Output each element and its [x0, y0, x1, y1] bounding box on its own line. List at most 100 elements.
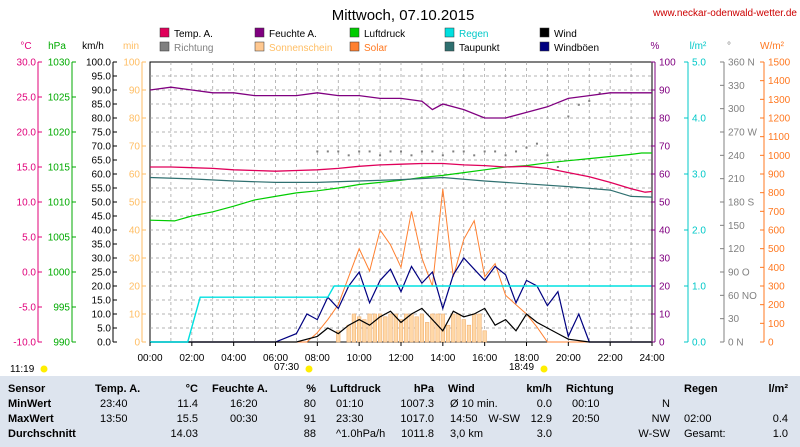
series-layer: [149, 86, 653, 343]
x-tick-label: 02:00: [179, 353, 204, 364]
legend-item: Sonnenschein: [254, 41, 332, 54]
tick-label-solar: 1200: [768, 114, 791, 125]
x-tick-label: 14:00: [430, 353, 455, 364]
tick-label-direction: 60 NO: [728, 291, 757, 302]
tick-label-direction: 120: [728, 244, 745, 255]
legend-item: Windböen: [539, 41, 599, 54]
stats-durchschnitt-r_val: 1.0: [772, 428, 788, 440]
direction-point: [598, 92, 601, 95]
direction-point: [400, 150, 402, 153]
stats-durchschnitt-p_time: ^1.0hPa/h: [336, 428, 386, 440]
sunshine-bar: [466, 324, 472, 343]
sunshine-bar: [425, 322, 430, 343]
legend-item: Taupunkt: [444, 41, 500, 54]
stats-maxwert-w_val: 12.9: [530, 413, 552, 425]
tick-label-wind: 40.0: [92, 226, 112, 237]
direction-point: [588, 99, 591, 102]
series-solar: [150, 188, 652, 343]
day-length: 11:19: [10, 364, 35, 375]
direction-point: [347, 154, 350, 157]
stats-maxwert-r_time: 02:00: [684, 413, 712, 425]
tick-label-solar: 800: [768, 188, 785, 199]
tick-label-sun: 100: [123, 58, 140, 69]
sunshine-bar: [430, 313, 435, 343]
tick-label-pressure: 1010: [48, 198, 71, 209]
tick-label-pressure: 995: [53, 303, 70, 314]
sunshine-bar: [435, 313, 440, 343]
tick-label-wind: 100.0: [86, 58, 111, 69]
stats-maxwert-h_time: 00:30: [230, 413, 258, 425]
stats-maxwert-t_time: 13:50: [100, 413, 128, 425]
tick-label-temp: -5.0: [19, 303, 37, 314]
tick-label-humidity: 30: [659, 254, 671, 265]
tick-label-temp: 15.0: [17, 163, 37, 174]
direction-point: [316, 150, 319, 153]
tick-label-solar: 200: [768, 300, 785, 311]
stats-header-hum: Feuchte A.: [212, 383, 268, 395]
tick-label-temp: -10.0: [13, 338, 36, 349]
sunshine-bar: [372, 313, 377, 343]
tick-label-sun: 90: [129, 86, 141, 97]
x-tick-label: 10:00: [347, 353, 372, 364]
unit-pressure: hPa: [48, 41, 66, 52]
stats-durchschnitt-w_time: 3,0 km: [450, 428, 484, 440]
tick-label-pressure: 1015: [48, 163, 71, 174]
stats-minwert-p_val: 1007.3: [400, 398, 434, 410]
tick-label-direction: 270 W: [728, 128, 757, 139]
legend-swatch: [444, 27, 455, 38]
stats-minwert-h_time: 16:20: [230, 398, 258, 410]
tick-label-rain: 4.0: [692, 114, 706, 125]
stats-header-press_unit: hPa: [413, 383, 434, 395]
legend-item: Richtung: [159, 41, 213, 54]
unit-wind: km/h: [82, 41, 104, 52]
legend-item: Wind: [539, 27, 577, 40]
stats-durchschnitt-p_val: 1011.8: [401, 428, 434, 440]
x-tick-label: 06:00: [263, 353, 288, 364]
direction-point: [431, 150, 434, 153]
tick-label-wind: 15.0: [92, 296, 112, 307]
sunshine-bar: [388, 313, 393, 343]
stats-header-temp_unit: °C: [185, 383, 198, 395]
tick-label-temp: 0.0: [22, 268, 36, 279]
tick-label-humidity: 90: [659, 86, 671, 97]
direction-point: [473, 154, 476, 157]
series-wind: [150, 307, 652, 343]
direction-point: [389, 150, 392, 153]
legend-label: Taupunkt: [459, 43, 500, 54]
tick-label-wind: 90.0: [92, 86, 112, 97]
statistics-table: Sensor Temp. A. °C Feuchte A.% Luftdruck hPa W…: [0, 376, 800, 447]
legend-label: Regen: [459, 29, 488, 40]
tick-label-pressure: 1030: [48, 58, 71, 69]
sunset-time: 18:49: [509, 362, 534, 373]
tick-label-temp: 25.0: [17, 93, 37, 104]
stats-maxwert-d_time: 20:50: [572, 413, 600, 425]
x-tick-label: 24:00: [639, 353, 664, 364]
tick-label-solar: 1400: [768, 76, 791, 87]
legend-label: Sonnenschein: [269, 43, 332, 54]
direction-point: [504, 154, 507, 157]
unit-direction: °: [727, 41, 731, 52]
direction-point: [535, 142, 538, 145]
tick-label-direction: 240: [728, 151, 745, 162]
tick-label-wind: 35.0: [92, 240, 112, 251]
series-temp-a: [150, 162, 653, 193]
tick-label-sun: 10: [129, 310, 141, 321]
sunshine-bar: [351, 313, 357, 343]
tick-label-pressure: 1000: [48, 268, 71, 279]
stats-durchschnitt-t_val: 14.03: [170, 428, 198, 440]
source-link[interactable]: www.neckar-odenwald-wetter.de: [652, 8, 797, 19]
direction-point: [556, 166, 559, 168]
sunset-sun-icon: [540, 365, 548, 373]
sunshine-bar: [456, 313, 461, 343]
tick-label-rain: 0.0: [692, 338, 706, 349]
series-windb-en: [150, 257, 652, 343]
stats-maxwert-t_val: 15.5: [176, 413, 198, 425]
sunshine-bar: [414, 316, 419, 343]
tick-label-wind: 45.0: [92, 212, 112, 223]
legend-item: Luftdruck: [349, 27, 406, 40]
tick-label-rain: 5.0: [692, 58, 706, 69]
legend-label: Luftdruck: [364, 29, 406, 40]
series-feuchte-a: [149, 86, 652, 119]
stats-minwert-d_time: 00:10: [572, 398, 600, 410]
tick-label-sun: 30: [129, 254, 141, 265]
